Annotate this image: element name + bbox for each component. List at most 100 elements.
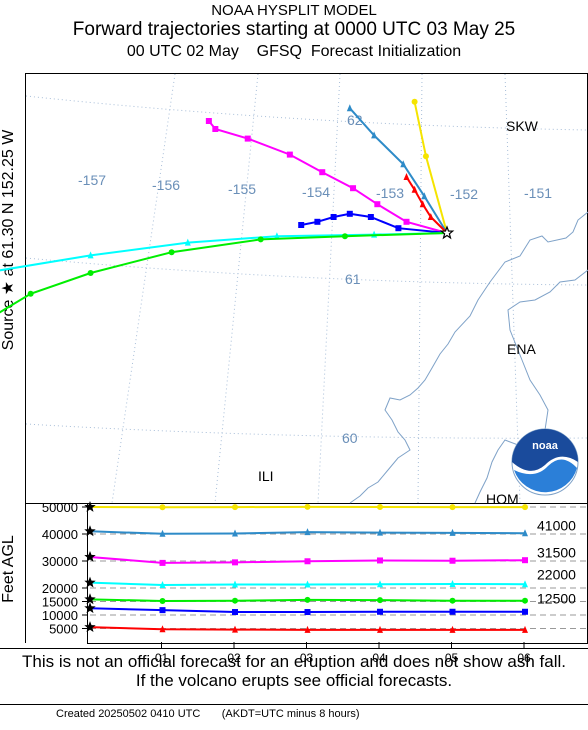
coastline xyxy=(349,211,588,504)
created-timestamp: Created 20250502 0410 UTC xyxy=(56,708,201,720)
map-point-blue-2 xyxy=(367,214,374,220)
map-point-blue-6 xyxy=(298,222,305,228)
lon-label-151: -151 xyxy=(524,185,552,201)
map-point-blue-1 xyxy=(395,225,402,232)
profile-point-magenta-6 xyxy=(522,557,528,564)
profile-point-magenta-1 xyxy=(159,559,166,566)
gridline-lat-62 xyxy=(25,95,588,131)
profile-point-cyan-3 xyxy=(304,580,311,588)
gridline-lon-156 xyxy=(111,73,176,504)
map-point-red-2 xyxy=(419,200,426,208)
map-point-magenta-2 xyxy=(374,201,381,208)
lat-label-61: 61 xyxy=(345,271,361,287)
gridline-lat-61 xyxy=(25,257,588,286)
map-point-steelblue-4 xyxy=(346,104,353,112)
profile-point-magenta-2 xyxy=(232,559,238,566)
map-point-magenta-5 xyxy=(286,151,293,158)
profile-point-green-6 xyxy=(522,597,528,604)
map-point-blue-5 xyxy=(314,218,321,225)
gridline-lon-154 xyxy=(317,73,341,504)
map-trajectory-cyan xyxy=(0,232,448,272)
map-trajectory-blue xyxy=(301,212,448,234)
profile-point-steelblue-1 xyxy=(159,529,166,537)
map-point-green-3 xyxy=(168,249,175,256)
map-trajectory-green xyxy=(0,232,448,314)
start-height-label: 31500 xyxy=(537,545,576,561)
profile-point-green-5 xyxy=(449,597,456,604)
gridline-lon-152 xyxy=(504,73,521,504)
profile-point-yellow-2 xyxy=(232,504,238,511)
x-tick-label: 06 xyxy=(517,651,531,665)
profile-point-red-4 xyxy=(377,625,383,633)
map-point-red-1 xyxy=(427,213,434,220)
profile-point-blue-5 xyxy=(449,608,456,615)
source-star-profile xyxy=(84,602,96,614)
lon-label-152: -152 xyxy=(450,186,478,202)
map-point-yellow-2 xyxy=(411,98,418,105)
map-point-blue-4 xyxy=(330,214,337,220)
map-point-magenta-4 xyxy=(319,169,326,176)
start-height-label: 12500 xyxy=(537,591,576,607)
map-point-magenta-6 xyxy=(244,135,251,142)
source-star-profile xyxy=(84,501,96,512)
lat-label-62: 62 xyxy=(347,112,363,128)
title-line-3: 00 UTC 02 May GFSQ Forecast Initializati… xyxy=(126,43,462,60)
map-trajectory-steelblue xyxy=(349,107,448,234)
map-point-cyan-2 xyxy=(273,232,280,240)
title-line-1: NOAA HYSPLIT MODEL xyxy=(211,2,377,19)
profile-point-yellow-3 xyxy=(304,503,311,510)
y-tick-label: 40000 xyxy=(42,527,78,542)
lon-label-155: -155 xyxy=(228,181,256,197)
lon-label-153: -153 xyxy=(376,185,404,201)
y-tick-label: 5000 xyxy=(49,622,78,637)
profile-point-steelblue-6 xyxy=(522,529,528,537)
source-star-profile xyxy=(84,593,96,605)
source-star-profile xyxy=(84,551,96,562)
lon-label-154: -154 xyxy=(302,184,330,200)
profile-point-red-2 xyxy=(232,625,238,633)
y-tick-label: 15000 xyxy=(42,595,78,610)
lon-label-156: -156 xyxy=(152,177,180,193)
lon-label-157: -157 xyxy=(78,172,106,188)
profile-point-blue-6 xyxy=(522,608,528,615)
map-point-magenta-7 xyxy=(212,126,219,132)
map-point-yellow-1 xyxy=(422,153,429,160)
profile-point-red-1 xyxy=(159,625,166,633)
x-tick-label: 04 xyxy=(372,651,386,665)
profile-point-green-2 xyxy=(232,597,238,604)
profile-point-blue-1 xyxy=(159,607,166,614)
map-point-red-3 xyxy=(411,185,418,193)
profile-point-cyan-5 xyxy=(449,579,456,587)
profile-point-blue-3 xyxy=(304,609,311,616)
start-height-label: 22000 xyxy=(537,566,576,582)
profile-point-cyan-2 xyxy=(232,580,238,588)
map-point-cyan-4 xyxy=(87,251,94,259)
map-point-magenta-1 xyxy=(403,218,410,225)
map-point-magenta-3 xyxy=(350,185,357,192)
map-frame xyxy=(25,73,588,504)
gridline-lat-60 xyxy=(25,423,588,439)
profile-point-cyan-4 xyxy=(377,580,383,588)
footer: Created 20250502 0410 UTC (AKDT=UTC minu… xyxy=(56,708,360,720)
place-label-hom: HOM xyxy=(486,491,519,507)
profile-point-steelblue-5 xyxy=(449,528,456,536)
map-point-red-4 xyxy=(403,173,410,180)
profile-point-red-6 xyxy=(522,625,528,633)
profile-point-blue-4 xyxy=(377,608,383,615)
profile-point-yellow-4 xyxy=(377,504,383,510)
x-tick-label: 05 xyxy=(445,651,459,665)
title-line-2: Forward trajectories starting at 0000 UT… xyxy=(72,19,516,40)
y-tick-label: 50000 xyxy=(42,500,78,515)
lat-label-60: 60 xyxy=(342,430,358,446)
profile-point-cyan-1 xyxy=(159,581,166,589)
map-point-green-5 xyxy=(27,290,34,297)
profile-point-blue-2 xyxy=(232,609,238,616)
source-star-profile xyxy=(84,621,96,632)
profile-point-red-3 xyxy=(304,625,311,633)
place-label-ili: ILI xyxy=(258,468,274,484)
source-star-profile xyxy=(84,525,96,537)
profile-point-magenta-3 xyxy=(304,558,311,565)
disclaimer-notice: This is not an official forecast for an … xyxy=(22,652,566,690)
